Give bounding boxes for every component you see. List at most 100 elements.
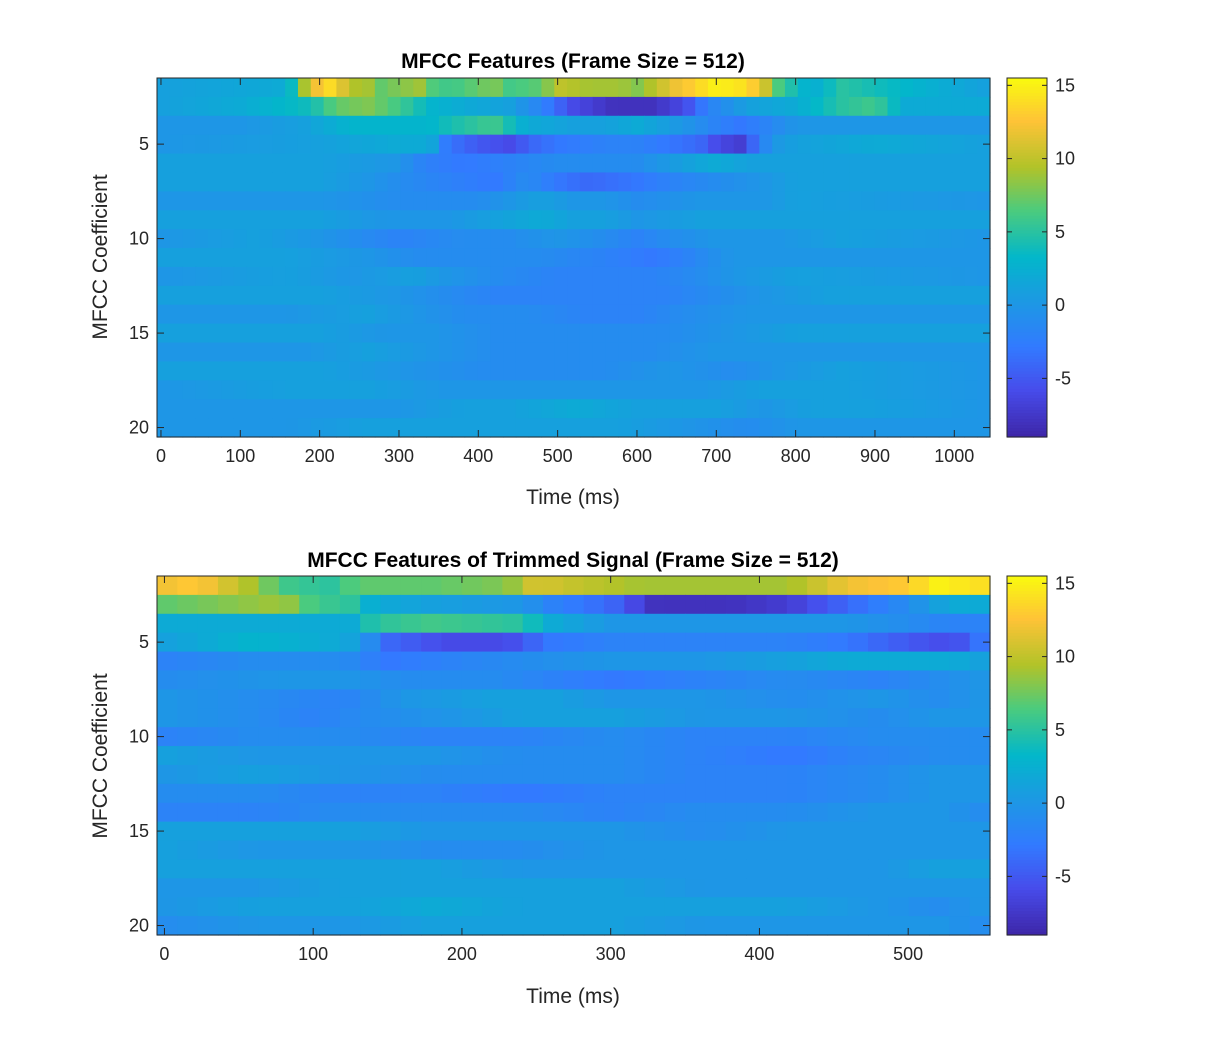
- heatmap-cell: [951, 380, 965, 400]
- heatmap-cell: [746, 897, 768, 917]
- heatmap-cell: [618, 361, 632, 381]
- heatmap-cell: [567, 172, 581, 192]
- heatmap-cell: [177, 727, 199, 747]
- heatmap-cell: [861, 418, 876, 438]
- heatmap-cell: [413, 191, 427, 211]
- heatmap-cell: [238, 859, 260, 879]
- heatmap-cell: [451, 342, 466, 363]
- heatmap-cell: [554, 323, 568, 344]
- heatmap-cell: [490, 418, 504, 438]
- heatmap-cell: [522, 576, 544, 596]
- heatmap-cell: [797, 229, 812, 249]
- heatmap-cell: [925, 380, 940, 400]
- heatmap-cell: [258, 859, 280, 879]
- heatmap-cell: [807, 727, 829, 747]
- heatmap-cell: [664, 594, 686, 615]
- heatmap-cell: [592, 323, 607, 344]
- heatmap-cell: [861, 134, 876, 155]
- heatmap-cell: [336, 361, 350, 381]
- heatmap-cell: [908, 840, 930, 861]
- heatmap-cell: [631, 172, 645, 192]
- heatmap-cell: [522, 727, 544, 747]
- heatmap-cell: [157, 708, 178, 728]
- colorbar-segment: [1007, 872, 1047, 876]
- colorbar-segment: [1007, 275, 1047, 280]
- heatmap-cell: [784, 418, 799, 438]
- heatmap-cell: [461, 689, 483, 709]
- heatmap-cell: [461, 821, 483, 842]
- heatmap-cell: [685, 878, 707, 898]
- heatmap-cell: [605, 153, 619, 174]
- heatmap-cell: [258, 632, 280, 653]
- heatmap-cell: [784, 191, 799, 211]
- heatmap-cell: [579, 229, 594, 249]
- heatmap-cell: [461, 651, 483, 672]
- colorbar-segment: [1007, 176, 1047, 181]
- colorbar-segment: [1007, 686, 1047, 691]
- colorbar-segment: [1007, 89, 1047, 94]
- heatmap-cell: [669, 191, 684, 211]
- heatmap-cell: [477, 153, 491, 174]
- heatmap-cell: [631, 191, 645, 211]
- heatmap-cell: [605, 399, 619, 419]
- heatmap-cell: [925, 96, 940, 117]
- heatmap-cell: [374, 115, 389, 136]
- heatmap-cell: [929, 897, 950, 917]
- heatmap-cell: [951, 172, 965, 192]
- colorbar-segment: [1007, 833, 1047, 837]
- heatmap-cell: [705, 802, 727, 823]
- heatmap-cell: [233, 418, 248, 438]
- colorbar-frame: [1006, 77, 1048, 438]
- heatmap-cell: [567, 285, 581, 306]
- colorbar-segment: [1007, 296, 1047, 300]
- heatmap-cell: [208, 342, 222, 363]
- heatmap-cell: [913, 380, 927, 400]
- colorbar-segment: [1007, 95, 1047, 100]
- heatmap-cell: [157, 304, 171, 325]
- heatmap-cell: [400, 323, 414, 344]
- heatmap-cell: [868, 632, 890, 653]
- heatmap-cell: [725, 670, 747, 690]
- heatmap-cell: [413, 229, 427, 249]
- heatmap-cell: [297, 78, 312, 98]
- heatmap-cell: [438, 134, 453, 155]
- heatmap-cell: [177, 764, 199, 785]
- heatmap-cell: [847, 764, 869, 785]
- heatmap-cell: [197, 878, 219, 898]
- heatmap-cell: [797, 342, 812, 363]
- x-tick-label: 100: [225, 446, 255, 466]
- heatmap-cell: [554, 418, 568, 438]
- heatmap-cell: [482, 840, 503, 861]
- heatmap-cell: [631, 361, 645, 381]
- heatmap-cell: [349, 285, 363, 306]
- heatmap-cell: [720, 153, 735, 174]
- heatmap-cell: [900, 191, 914, 211]
- heatmap-cell: [766, 689, 788, 709]
- heatmap-cell: [233, 323, 248, 344]
- heatmap-cell: [272, 134, 286, 155]
- heatmap-cell: [259, 248, 273, 268]
- heatmap-cell: [157, 727, 178, 747]
- heatmap-cell: [874, 153, 889, 174]
- heatmap-cell: [618, 172, 632, 192]
- x-axis-ticks: 0 100 200 300 400 500 600 700 800 900 1000: [156, 78, 974, 466]
- x-tick-label: 600: [622, 446, 652, 466]
- heatmap-cell: [380, 651, 402, 672]
- heatmap-cell: [786, 613, 808, 634]
- colorbar-segment: [1007, 599, 1047, 604]
- heatmap-cell: [515, 266, 530, 287]
- heatmap-cell: [925, 248, 940, 268]
- colorbar-segment: [1007, 194, 1047, 199]
- heatmap-cell: [157, 342, 171, 363]
- colorbar-segment: [1007, 272, 1047, 277]
- heatmap-cell: [208, 418, 222, 438]
- heatmap-cell: [900, 266, 914, 287]
- colorbar-segment: [1007, 305, 1047, 309]
- heatmap-cell: [233, 153, 248, 174]
- heatmap-cell: [157, 764, 178, 785]
- colorbar-segment: [1007, 743, 1047, 748]
- heatmap-cell: [631, 342, 645, 363]
- heatmap-cell: [177, 840, 199, 861]
- heatmap-cell: [336, 418, 350, 438]
- colorbar-segment: [1007, 899, 1047, 903]
